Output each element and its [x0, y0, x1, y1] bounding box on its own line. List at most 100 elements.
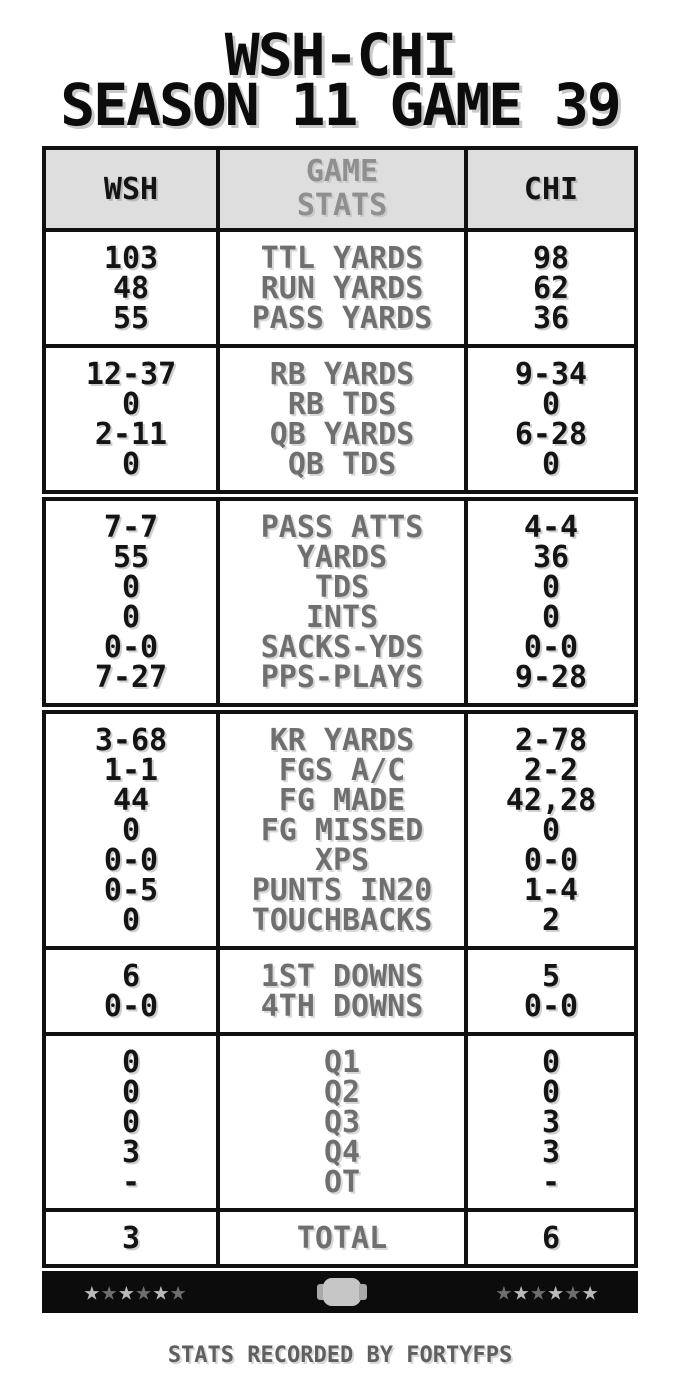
- stat-label: TTL YARDS: [260, 241, 424, 276]
- stat-label: XPS: [314, 843, 370, 878]
- wsh-stat-value: 12-37: [85, 357, 177, 392]
- chi-stat-value: 0-0: [523, 843, 579, 878]
- chi-stat-value: 0: [541, 813, 561, 848]
- football-icon-wrap: [228, 1277, 456, 1307]
- wsh-stat-value: 1-1: [103, 753, 159, 788]
- star-icon: ★: [582, 1276, 599, 1307]
- stat-label: 4TH DOWNS: [260, 989, 424, 1024]
- right-team-header-cell: CHI: [468, 150, 634, 228]
- stats-block-passing: 7-7 55 0 0 0-0 7-27 PASS ATTS YARDS TDS INTS SACKS…: [42, 497, 638, 707]
- stat-section-3: 3-68 1-1 44 0 0-0 0-5 0 KR YARDS FGS A/C FG MADE F…: [46, 714, 634, 946]
- stat-column-chi: 9-34 0 6-28 0: [468, 348, 634, 490]
- wsh-stat-value: 44: [112, 783, 150, 818]
- stat-label: Q3: [323, 1105, 361, 1140]
- wsh-stat-value: 0: [121, 903, 141, 938]
- stat-label: KR YARDS: [269, 723, 415, 758]
- wsh-stat-value: 2-11: [94, 417, 168, 452]
- stat-label: RUN YARDS: [260, 271, 424, 306]
- star-icon: ★: [170, 1276, 187, 1307]
- star-icon: ★: [83, 1276, 100, 1307]
- stat-column-wsh: 7-7 55 0 0 0-0 7-27: [46, 501, 216, 703]
- chi-stat-value: 0: [541, 447, 561, 482]
- chi-stat-value: 0: [541, 1045, 561, 1080]
- stat-section-2: 7-7 55 0 0 0-0 7-27 PASS ATTS YARDS TDS INTS SACKS…: [46, 501, 634, 703]
- star-icon: ★: [152, 1276, 170, 1307]
- title-matchup: WSH-CHI: [224, 21, 457, 89]
- stat-section-0: 103 48 55 TTL YARDS RUN YARDS PASS YARDS 98 62 3…: [46, 228, 634, 344]
- chi-stat-value: 0: [541, 600, 561, 635]
- wsh-stat-value: 0: [121, 1075, 141, 1110]
- stat-label: OT: [323, 1165, 361, 1200]
- chi-stat-value: -: [541, 1165, 561, 1200]
- star-icon: ★: [495, 1276, 512, 1307]
- chi-stat-value: 2: [541, 903, 561, 938]
- wsh-stat-value: 0: [121, 570, 141, 605]
- stat-label: Q4: [323, 1135, 361, 1170]
- page-title: WSH-CHI SEASON 11 GAME 39: [0, 21, 680, 134]
- stat-section-4: 6 0-0 1ST DOWNS 4TH DOWNS 5 0-0: [46, 946, 634, 1032]
- chi-stat-value: 6-28: [514, 417, 588, 452]
- credit-line: STATS RECORDED BY FORTYFPS: [167, 1343, 513, 1368]
- wsh-stat-value: 0: [121, 1105, 141, 1140]
- chi-stat-value: 0: [541, 570, 561, 605]
- stat-column-wsh: 103 48 55: [46, 232, 216, 344]
- stat-label: SACKS-YDS: [260, 630, 424, 665]
- wsh-stat-value: 0: [121, 1045, 141, 1080]
- chi-stat-value: 36: [532, 301, 570, 336]
- chi-stat-value: 9-28: [514, 660, 588, 695]
- football-left-cap: [317, 1284, 325, 1300]
- stat-label: PASS ATTS: [260, 510, 424, 545]
- wsh-stat-value: 0-0: [103, 630, 159, 665]
- chi-stat-value: 0: [541, 1075, 561, 1110]
- wsh-stat-value: 0: [121, 813, 141, 848]
- chi-stat-value: 3: [541, 1105, 561, 1140]
- stat-column-labels: TTL YARDS RUN YARDS PASS YARDS: [216, 232, 468, 344]
- wsh-stat-value: 55: [112, 540, 150, 575]
- wsh-total-value: 3: [121, 1221, 141, 1256]
- stat-column-labels: PASS ATTS YARDS TDS INTS SACKS-YDS PPS-PLAYS: [216, 501, 468, 703]
- chi-stat-value: 0: [541, 387, 561, 422]
- left-team-stars: ★ ★ ★ ★ ★ ★: [42, 1271, 228, 1313]
- chi-stat-value: 98: [532, 241, 570, 276]
- wsh-stat-value: 3-68: [94, 723, 168, 758]
- wsh-stat-value: 3: [121, 1135, 141, 1170]
- wsh-stat-value: 48: [112, 271, 150, 306]
- stats-board: WSH GAME STATS CHI 103 48 55 TTL YARDS RUN Y…: [42, 146, 638, 1268]
- table-title-cell: GAME STATS: [216, 150, 468, 228]
- stat-label: PUNTS IN20: [251, 873, 433, 908]
- left-team-header-cell: WSH: [46, 150, 216, 228]
- stat-label: TOUCHBACKS: [251, 903, 433, 938]
- football-icon: [315, 1277, 369, 1307]
- football-body: [323, 1278, 361, 1306]
- stat-label: TDS: [314, 570, 370, 605]
- star-icon: ★: [100, 1276, 118, 1307]
- stat-section-1: 12-37 0 2-11 0 RB YARDS RB TDS QB YARDS QB TDS 9…: [46, 344, 634, 490]
- chi-stat-value: 2-78: [514, 723, 588, 758]
- stat-label: QB TDS: [287, 447, 397, 482]
- chi-stat-value: 0-0: [523, 630, 579, 665]
- stat-label: 1ST DOWNS: [260, 959, 424, 994]
- star-icon: ★: [512, 1276, 530, 1307]
- stat-column-chi: 2-78 2-2 42,28 0 0-0 1-4 2: [468, 714, 634, 946]
- wsh-stat-value: 6: [121, 959, 141, 994]
- star-icon: ★: [530, 1276, 547, 1307]
- stat-column-labels: Q1 Q2 Q3 Q4 OT: [216, 1036, 468, 1208]
- right-team-name: CHI: [523, 171, 579, 207]
- stat-column-chi: 6: [468, 1212, 634, 1264]
- stat-label: PPS-PLAYS: [260, 660, 424, 695]
- stat-label: RB TDS: [287, 387, 397, 422]
- wsh-stat-value: 0-5: [103, 873, 159, 908]
- stat-label: Q2: [323, 1075, 361, 1110]
- star-icon: ★: [547, 1276, 564, 1307]
- stat-column-chi: 4-4 36 0 0 0-0 9-28: [468, 501, 634, 703]
- stat-column-wsh: 6 0-0: [46, 950, 216, 1032]
- wsh-stat-value: 7-7: [103, 510, 159, 545]
- stat-column-wsh: 3: [46, 1212, 216, 1264]
- stat-column-labels: KR YARDS FGS A/C FG MADE FG MISSED XPS PUNTS …: [216, 714, 468, 946]
- wsh-stat-value: 103: [103, 241, 159, 276]
- stat-column-wsh: 12-37 0 2-11 0: [46, 348, 216, 490]
- stat-label: INTS: [305, 600, 379, 635]
- wsh-stat-value: 0: [121, 447, 141, 482]
- chi-stat-value: 36: [532, 540, 570, 575]
